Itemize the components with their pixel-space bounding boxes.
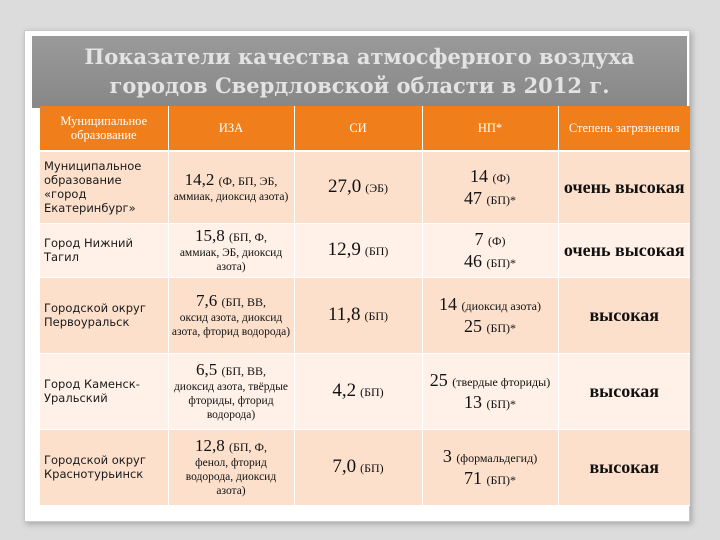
cell-municipality: Город Нижний Тагил (40, 223, 169, 278)
np1-paren: (формальдегид) (456, 451, 538, 465)
header-si: СИ (294, 106, 423, 152)
cell-municipality: Город Каменск-Уральский (40, 353, 169, 430)
cell-isa: 14,2 (Ф, БП, ЭБ, аммиак, диоксид азота) (168, 151, 295, 224)
isa-paren: (БП, ВВ, (221, 295, 267, 309)
isa-paren: (БП, Ф, (228, 230, 268, 244)
isa-detail: аммиак, ЭБ, диоксид азота) (179, 247, 283, 273)
cell-isa: 6,5 (БП, ВВ, диоксид азота, твёрдые фтори… (168, 353, 295, 430)
np1-paren: (Ф) (492, 171, 510, 186)
cell-si: 4,2 (БП) (294, 353, 423, 430)
si-value: 27,0 (327, 176, 362, 198)
isa-paren: (БП, Ф, (228, 440, 268, 454)
isa-detail: аммиак, диоксид азота) (173, 191, 289, 204)
si-paren: (БП) (360, 385, 384, 399)
cell-degree: очень высокая (558, 223, 690, 278)
isa-value: 6,5 (195, 360, 218, 379)
table-row: Город Нижний Тагил 15,8 (БП, Ф, аммиак, ЭБ… (40, 223, 690, 278)
header-municipality: Муниципальное образование (40, 106, 169, 152)
np2-value: 71 (463, 468, 482, 488)
isa-value: 12,8 (194, 436, 225, 455)
si-paren: (БП) (364, 244, 389, 258)
np2-paren: (БП)* (486, 397, 517, 411)
cell-si: 12,9 (БП) (294, 223, 423, 278)
cell-isa: 15,8 (БП, Ф, аммиак, ЭБ, диоксид азота) (168, 223, 295, 278)
title-line-2: городов Свердловской области в 2012 г. (109, 73, 610, 98)
np2-value: 47 (463, 188, 482, 209)
cell-municipality: Муниципальное образование «город Екатери… (40, 151, 169, 224)
isa-value: 14,2 (184, 170, 215, 190)
cell-isa: 12,8 (БП, Ф, фенол, фторид водорода, диок… (168, 429, 295, 506)
np2-value: 13 (463, 392, 482, 412)
cell-degree: высокая (558, 429, 690, 506)
isa-value: 7,6 (195, 291, 218, 310)
np1-paren: (Ф) (488, 234, 506, 248)
table-row: Муниципальное образование «город Екатери… (40, 151, 690, 224)
header-degree: Степень загрязнения (558, 106, 690, 152)
si-paren: (ЭБ) (365, 181, 389, 196)
np1-value: 7 (474, 229, 484, 249)
np1-value: 3 (442, 446, 452, 466)
np1-value: 14 (439, 294, 458, 314)
isa-value: 15,8 (194, 226, 225, 245)
np2-paren: (БП)* (486, 193, 517, 208)
si-paren: (БП) (360, 461, 384, 475)
air-quality-table: Муниципальное образование ИЗА СИ НП* Сте… (40, 106, 690, 506)
isa-detail: диоксид азота, твёрдые фториды, фторид в… (173, 381, 289, 421)
np1-value: 25 (429, 370, 448, 390)
si-value: 4,2 (332, 380, 357, 401)
cell-si: 7,0 (БП) (294, 429, 423, 506)
cell-si: 11,8 (БП) (294, 277, 423, 354)
cell-np: 7 (Ф) 46 (БП)* (422, 223, 559, 278)
np2-paren: (БП)* (486, 473, 517, 487)
table-row: Городской округ Краснотурьинск 12,8 (БП, … (40, 429, 690, 506)
title-line-1: Показатели качества атмосферного воздуха (84, 44, 635, 69)
np1-paren: (твердые фториды) (452, 375, 551, 389)
slide-title: Показатели качества атмосферного воздуха… (32, 42, 687, 100)
cell-degree: очень высокая (558, 151, 690, 224)
si-value: 7,0 (332, 456, 357, 477)
cell-np: 14 (диоксид азота) 25 (БП)* (422, 277, 559, 354)
cell-municipality: Городской округ Краснотурьинск (40, 429, 169, 506)
cell-np: 3 (формальдегид) 71 (БП)* (422, 429, 559, 506)
cell-degree: высокая (558, 277, 690, 354)
header-np: НП* (422, 106, 559, 152)
isa-detail: фенол, фторид водорода, диоксид азота) (185, 457, 277, 497)
cell-municipality: Городской округ Первоуральск (40, 277, 169, 354)
isa-paren: (БП, ВВ, (221, 364, 267, 378)
header-row: Муниципальное образование ИЗА СИ НП* Сте… (40, 106, 690, 152)
title-band (32, 36, 687, 108)
cell-np: 14 (Ф) 47 (БП)* (422, 151, 559, 224)
cell-degree: высокая (558, 353, 690, 430)
cell-isa: 7,6 (БП, ВВ, оксид азота, диоксид азота, … (168, 277, 295, 354)
si-value: 12,9 (327, 239, 361, 260)
table-row: Город Каменск-Уральский 6,5 (БП, ВВ, диокс… (40, 353, 690, 430)
np2-value: 46 (463, 251, 482, 271)
np1-paren: (диоксид азота) (461, 299, 541, 313)
si-value: 11,8 (327, 304, 361, 325)
isa-detail: оксид азота, диоксид азота, фторид водор… (171, 312, 291, 338)
cell-np: 25 (твердые фториды) 13 (БП)* (422, 353, 559, 430)
isa-paren: (Ф, БП, ЭБ, (218, 174, 278, 189)
np2-value: 25 (463, 316, 482, 336)
table-row: Городской округ Первоуральск 7,6 (БП, ВВ,… (40, 277, 690, 354)
np2-paren: (БП)* (486, 321, 517, 335)
np1-value: 14 (470, 166, 488, 187)
header-isa: ИЗА (168, 106, 295, 152)
si-paren: (БП) (364, 309, 389, 323)
np2-paren: (БП)* (486, 256, 517, 270)
cell-si: 27,0 (ЭБ) (294, 151, 423, 224)
